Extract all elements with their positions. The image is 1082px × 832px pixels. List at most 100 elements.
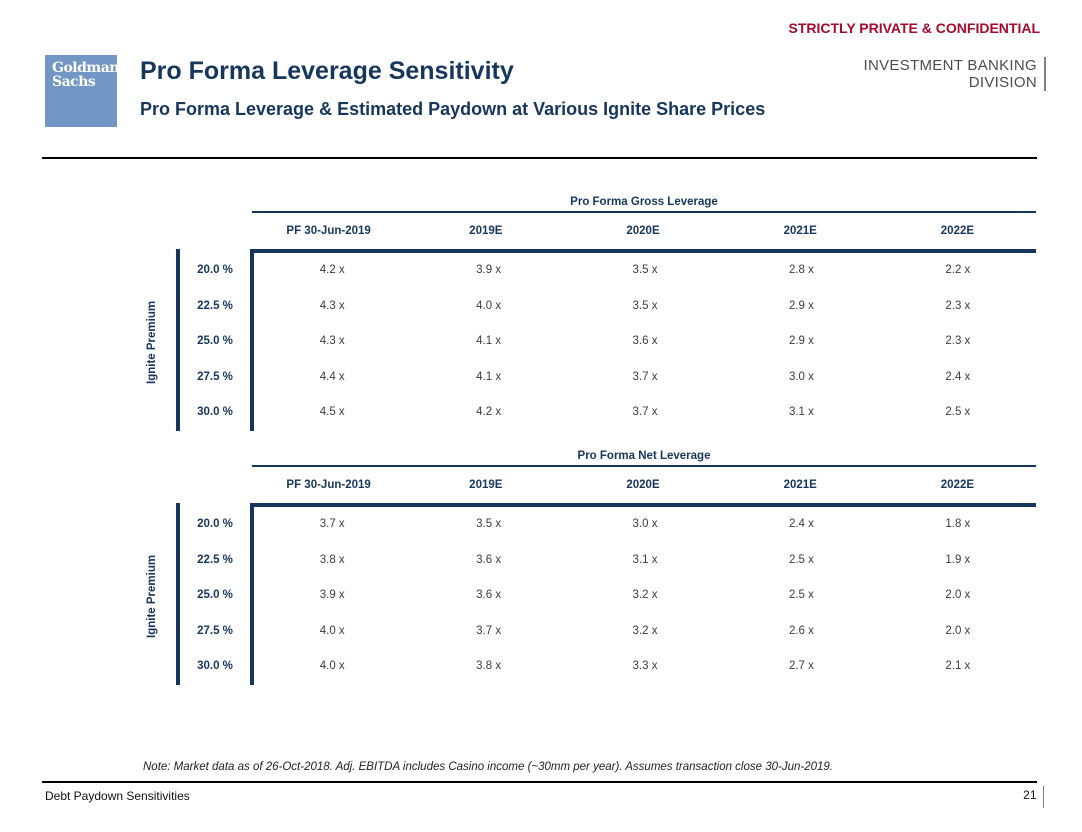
column-header: PF 30-Jun-2019 (286, 225, 371, 237)
table-row: 4.4 x 4.1 x 3.7 x 3.0 x 2.4 x (254, 360, 1036, 396)
leverage-value: 3.2 x (632, 624, 658, 637)
leverage-value: 3.0 x (632, 518, 658, 530)
leverage-value: 4.0 x (319, 660, 345, 672)
division-divider-bar (1044, 57, 1046, 91)
leverage-value: 3.5 x (632, 299, 658, 312)
leverage-value: 2.6 x (788, 624, 814, 637)
leverage-value: 2.0 x (945, 624, 971, 637)
column-header: 2022E (940, 225, 975, 237)
row-label: 22.5 % (197, 299, 233, 312)
row-label: 30.0 % (197, 660, 233, 672)
leverage-value: 3.7 x (632, 406, 658, 418)
leverage-value: 3.5 x (476, 518, 502, 530)
leverage-value: 2.5 x (945, 406, 971, 418)
leverage-value: 3.6 x (476, 553, 502, 566)
leverage-value: 2.7 x (788, 660, 814, 672)
column-header: 2020E (626, 225, 660, 237)
row-axis-label: Ignite Premium (146, 300, 158, 384)
table-row: 4.3 x 4.1 x 3.6 x 2.9 x 2.3 x (254, 324, 1036, 360)
leverage-value: 3.9 x (476, 264, 502, 276)
column-header: 2021E (783, 225, 817, 237)
table-row: 4.0 x 3.7 x 3.2 x 2.6 x 2.0 x (254, 614, 1036, 650)
leverage-value: 2.5 x (788, 553, 814, 566)
leverage-value: 2.3 x (945, 335, 971, 347)
leverage-value: 4.1 x (476, 335, 502, 347)
table-data-area: 4.2 x 3.9 x 3.5 x 2.8 x 2.2 x 4.3 x 4.0 x 3.5 x… (250, 249, 1036, 431)
confidential-banner: STRICTLY PRIVATE & CONFIDENTIAL (788, 20, 1041, 36)
leverage-value: 3.1 x (788, 406, 814, 418)
leverage-value: 2.8 x (788, 264, 814, 276)
leverage-value: 1.9 x (945, 553, 971, 566)
table-row: 4.3 x 4.0 x 3.5 x 2.9 x 2.3 x (254, 289, 1036, 325)
leverage-value: 4.3 x (319, 335, 345, 347)
row-label-divider (176, 249, 180, 431)
leverage-value: 1.8 x (945, 518, 971, 530)
leverage-value: 3.6 x (476, 589, 502, 601)
column-header: 2020E (626, 479, 660, 491)
page-number: 21 (1023, 788, 1037, 802)
leverage-value: 4.2 x (476, 406, 502, 418)
column-header: 2022E (940, 479, 975, 491)
leverage-value: 2.5 x (788, 589, 814, 601)
leverage-value: 4.3 x (319, 299, 345, 312)
table-row: 3.7 x 3.5 x 3.0 x 2.4 x 1.8 x (254, 507, 1036, 543)
leverage-value: 3.3 x (632, 660, 658, 672)
row-label: 20.0 % (197, 518, 233, 530)
column-header: PF 30-Jun-2019 (286, 479, 371, 491)
column-header: 2021E (783, 479, 817, 491)
leverage-value: 2.9 x (788, 299, 814, 312)
division-line1: INVESTMENT BANKING (863, 57, 1037, 74)
row-label: 27.5 % (197, 370, 233, 383)
leverage-value: 2.0 x (945, 589, 971, 601)
table-row: 4.0 x 3.8 x 3.3 x 2.7 x 2.1 x (254, 649, 1036, 685)
leverage-value: 3.8 x (319, 553, 345, 566)
table-column-headers: PF 30-Jun-2019 2019E 2020E 2021E 2022E (250, 479, 1036, 491)
table-title: Pro Forma Net Leverage (252, 450, 1036, 467)
footnote: Note: Market data as of 26-Oct-2018. Adj… (143, 761, 833, 773)
leverage-value: 4.2 x (319, 264, 345, 276)
leverage-value: 3.7 x (476, 624, 502, 637)
footer-page-block: 21 (1023, 786, 1044, 808)
row-label-column: 20.0 % 22.5 % 25.0 % 27.5 % 30.0 % (180, 507, 250, 685)
table-row: 4.5 x 4.2 x 3.7 x 3.1 x 2.5 x (254, 395, 1036, 431)
row-label: 27.5 % (197, 624, 233, 637)
leverage-value: 4.4 x (319, 370, 345, 383)
division-line2: DIVISION (968, 74, 1037, 91)
footer-section-title: Debt Paydown Sensitivities (45, 789, 190, 803)
table-row: 3.9 x 3.6 x 3.2 x 2.5 x 2.0 x (254, 578, 1036, 614)
row-label: 22.5 % (197, 553, 233, 566)
net-leverage-table: Pro Forma Net Leverage PF 30-Jun-2019 201… (0, 450, 1082, 686)
leverage-value: 4.0 x (319, 624, 345, 637)
table-data-area: 3.7 x 3.5 x 3.0 x 2.4 x 1.8 x 3.8 x 3.6 x 3.1 x… (250, 503, 1036, 685)
division-lockup: INVESTMENT BANKING DIVISION (864, 57, 1046, 91)
header-rule (42, 157, 1037, 159)
leverage-value: 4.0 x (476, 299, 502, 312)
row-label: 20.0 % (197, 264, 233, 276)
footer-rule (42, 781, 1037, 783)
leverage-value: 3.8 x (476, 660, 502, 672)
leverage-value: 2.4 x (945, 370, 971, 383)
column-header: 2019E (469, 479, 503, 491)
row-label-divider (176, 503, 180, 685)
table-row: 3.8 x 3.6 x 3.1 x 2.5 x 1.9 x (254, 543, 1036, 579)
row-label-column: 20.0 % 22.5 % 25.0 % 27.5 % 30.0 % (180, 253, 250, 431)
leverage-value: 3.9 x (319, 589, 345, 601)
leverage-value: 4.1 x (476, 370, 502, 383)
leverage-value: 4.5 x (319, 406, 345, 418)
leverage-value: 3.0 x (788, 370, 814, 383)
leverage-value: 3.7 x (632, 370, 658, 383)
page-title: Pro Forma Leverage Sensitivity (140, 57, 514, 85)
logo-line1: Goldman (52, 60, 119, 76)
goldman-sachs-logo: Goldman Sachs (45, 55, 119, 127)
leverage-value: 2.4 x (788, 518, 814, 530)
leverage-value: 2.2 x (945, 264, 971, 276)
row-label: 25.0 % (197, 335, 233, 347)
page-number-bar (1042, 786, 1044, 808)
table-title: Pro Forma Gross Leverage (252, 196, 1036, 213)
table-row: 4.2 x 3.9 x 3.5 x 2.8 x 2.2 x (254, 253, 1036, 289)
table-column-headers: PF 30-Jun-2019 2019E 2020E 2021E 2022E (250, 225, 1036, 237)
column-header: 2019E (469, 225, 503, 237)
leverage-value: 2.1 x (945, 660, 971, 672)
row-axis-label: Ignite Premium (146, 554, 158, 638)
leverage-value: 3.6 x (632, 335, 658, 347)
